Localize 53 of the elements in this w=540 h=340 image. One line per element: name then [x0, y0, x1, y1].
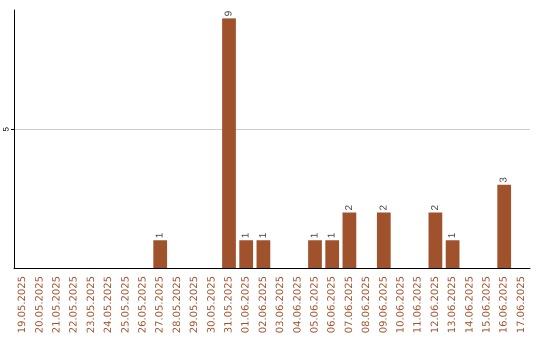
x-tick-label: 21.05.2025 [52, 276, 62, 334]
bar [153, 240, 168, 268]
x-tick-label: 16.06.2025 [498, 276, 510, 334]
x-tick-label: 25.05.2025 [120, 276, 132, 334]
x-tick-label: 30.05.2025 [206, 276, 218, 334]
x-tick-label: 03.06.2025 [275, 276, 286, 334]
data-label: 2 [344, 204, 355, 211]
x-tick-label: 19.05.2025 [17, 276, 28, 334]
bar [342, 212, 356, 268]
bar [222, 18, 236, 268]
x-tick-label: 09.06.2025 [378, 276, 390, 334]
x-tick-label: 14.06.2025 [464, 276, 476, 334]
x-tick-label: 08.06.2025 [361, 276, 372, 334]
x-tick-label: 28.05.2025 [172, 276, 183, 334]
x-tick-label: 29.05.2025 [189, 276, 200, 334]
x-tick-label: 22.05.2025 [68, 276, 80, 334]
bar [239, 240, 254, 268]
x-tick-label: 07.06.2025 [344, 276, 355, 334]
bar [446, 240, 460, 268]
x-tick-label: 12.06.2025 [430, 276, 441, 334]
bar [325, 240, 340, 268]
x-tick-label: 13.06.2025 [447, 276, 458, 334]
data-label: 9 [224, 10, 234, 16]
bar [256, 240, 270, 268]
x-tick-label: 01.06.2025 [240, 276, 252, 334]
bar [308, 240, 322, 268]
x-tick-label: 15.06.2025 [482, 276, 492, 334]
data-label: 1 [326, 232, 338, 238]
data-label: 1 [240, 232, 252, 238]
bar [428, 212, 442, 268]
x-tick-label: 23.05.2025 [86, 276, 97, 334]
x-tick-label: 24.05.2025 [103, 276, 114, 334]
data-label: 1 [310, 232, 320, 238]
x-tick-label: 11.06.2025 [412, 276, 424, 334]
data-label: 3 [498, 176, 510, 183]
data-label: 1 [258, 232, 269, 238]
x-tick-label: 20.05.2025 [34, 276, 46, 334]
bar [376, 212, 391, 268]
data-label: 1 [447, 232, 458, 238]
x-tick-label: 02.06.2025 [258, 276, 269, 334]
data-label: 2 [378, 204, 390, 211]
x-tick-label: 10.06.2025 [396, 276, 406, 334]
data-label: 1 [154, 232, 166, 238]
bar [497, 184, 512, 268]
x-tick-label: 27.05.2025 [154, 276, 166, 334]
y-tick-label: 5 [2, 126, 10, 132]
x-tick-label: 17.06.2025 [516, 276, 527, 334]
x-tick-label: 04.06.2025 [292, 276, 304, 334]
x-tick-label: 05.06.2025 [310, 276, 320, 334]
x-tick-label: 06.06.2025 [326, 276, 338, 334]
x-tick-label: 31.05.2025 [224, 276, 234, 334]
x-tick-label: 26.05.2025 [138, 276, 148, 334]
data-label: 2 [430, 204, 441, 211]
